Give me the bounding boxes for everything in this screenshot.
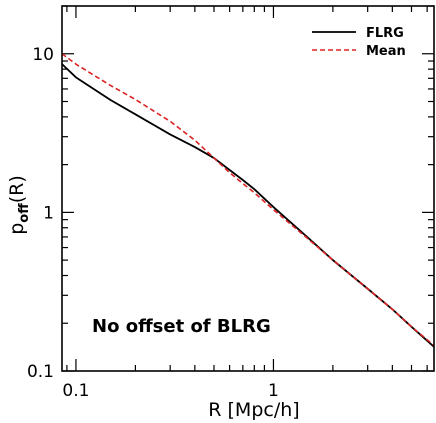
y-tick-label: 1: [43, 203, 54, 223]
x-tick-label: 1: [268, 381, 279, 401]
x-tick-label: 0.1: [62, 381, 89, 401]
legend: FLRG Mean: [312, 26, 406, 59]
y-tick-label: 0.1: [27, 362, 54, 382]
y-axis-label: poff(R): [6, 175, 32, 235]
axis-ticks: [62, 5, 434, 372]
y-axis-label-main: p: [6, 223, 28, 235]
series-line-flrg: [61, 63, 435, 348]
series-layer: [61, 53, 435, 348]
series-line-mean: [61, 53, 435, 347]
x-axis-label: R [Mpc/h]: [208, 399, 299, 421]
tick-labels: 0.1 1 0.1 1 10: [27, 45, 279, 401]
chart-annotation: No offset of BLRG: [92, 316, 271, 337]
plot-frame: [61, 5, 435, 372]
y-tick-label: 10: [32, 45, 54, 65]
y-axis-label-tail: (R): [6, 175, 28, 203]
legend-label-mean: Mean: [366, 44, 406, 59]
y-axis-label-sub: off: [17, 203, 32, 223]
legend-label-flrg: FLRG: [366, 26, 404, 41]
